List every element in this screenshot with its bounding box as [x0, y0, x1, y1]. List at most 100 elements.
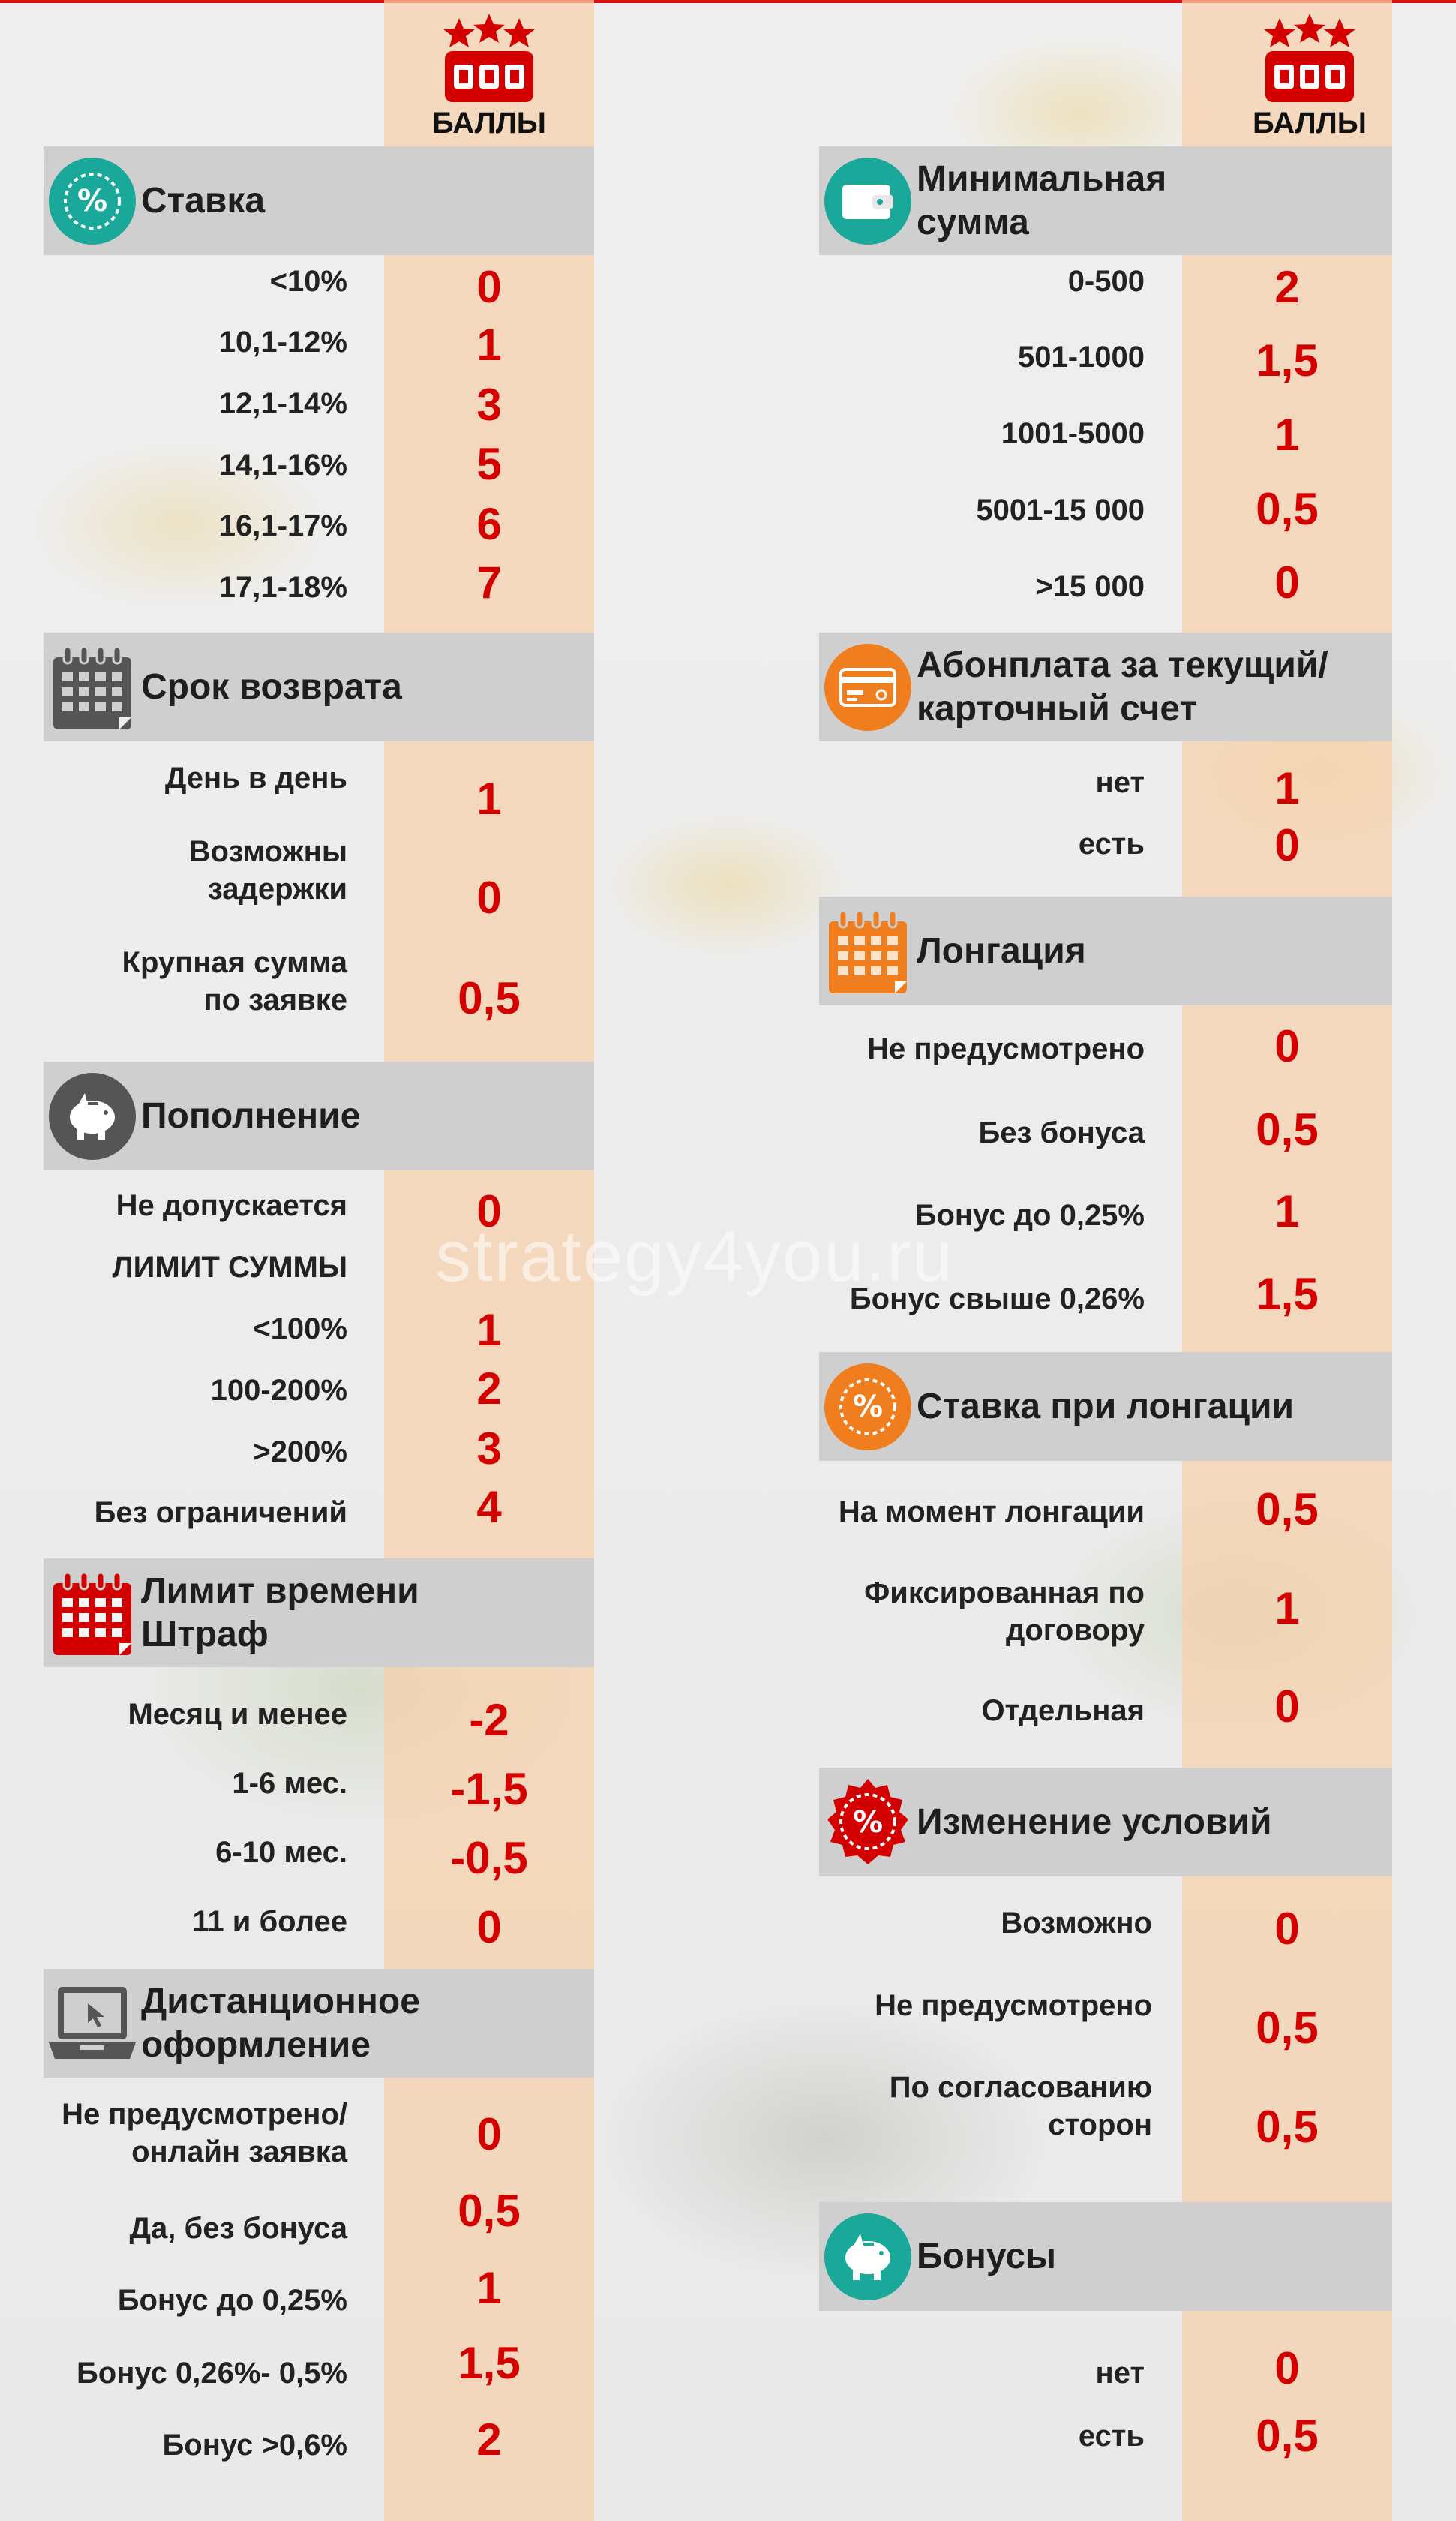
section-stavka-long: % Ставка при лонгации — [819, 1352, 1392, 1461]
calendar-icon — [53, 1571, 131, 1655]
row-score: 3 — [476, 380, 502, 430]
row-score: 1 — [476, 320, 502, 370]
row-label: 0-500 — [1067, 265, 1145, 298]
row-label: нет — [1095, 2357, 1145, 2390]
row-score: 0,5 — [458, 973, 521, 1023]
row-score: 2 — [476, 1363, 502, 1414]
row-label: Бонус до 0,25% — [117, 2284, 347, 2317]
row-label: 6-10 мес. — [215, 1836, 347, 1869]
row-label: ЛИМИТ СУММЫ — [112, 1251, 347, 1284]
percent-badge-icon: % — [827, 1778, 908, 1864]
row-label: Без бонуса — [978, 1116, 1145, 1149]
row-label: <100% — [253, 1312, 347, 1345]
right-points-header: БАЛЛЫ — [1223, 14, 1396, 140]
section-title: Лимит времени Штраф — [141, 1570, 419, 1654]
row-label: нет — [1095, 766, 1145, 799]
calendar-icon — [53, 645, 131, 729]
row-score: 1 — [476, 774, 502, 824]
row-score: 3 — [476, 1423, 502, 1474]
row-score: 5 — [476, 439, 502, 489]
section-title: Ставка при лонгации — [917, 1386, 1294, 1426]
piggy-bank-icon — [824, 2213, 911, 2300]
row-label: 1001-5000 — [1001, 417, 1145, 450]
row-score: -1,5 — [450, 1764, 528, 1814]
row-label: День в день — [164, 762, 347, 795]
row-score: 0 — [476, 262, 502, 312]
row-label: 10,1-12% — [218, 326, 347, 359]
row-score: 4 — [476, 1482, 502, 1532]
row-label: Бонус 0,26%- 0,5% — [77, 2357, 347, 2390]
row-score: 1,5 — [458, 2338, 521, 2388]
section-title: Дистанционное оформление — [141, 1981, 420, 2065]
row-score: 0 — [476, 1902, 502, 1952]
row-score: 1,5 — [1256, 1269, 1319, 1319]
row-label: 14,1-16% — [218, 449, 347, 482]
row-label: Не допускается — [116, 1189, 347, 1222]
row-score: 0 — [476, 873, 502, 923]
row-label: 5001-15 000 — [976, 494, 1145, 527]
section-title: Изменение условий — [917, 1801, 1272, 1842]
row-label: 1-6 мес. — [232, 1767, 347, 1800]
row-label: >200% — [253, 1435, 347, 1468]
row-score: 0,5 — [1256, 1104, 1319, 1155]
row-score: 0 — [1274, 1904, 1300, 1954]
row-label: 12,1-14% — [218, 387, 347, 420]
row-score: 0 — [1274, 557, 1300, 608]
left-score-column — [384, 0, 594, 2521]
row-label: >15 000 — [1035, 570, 1145, 603]
row-label: Возможно — [1001, 1907, 1152, 1940]
section-srok: Срок возврата — [44, 633, 594, 741]
row-label: 100-200% — [210, 1374, 347, 1407]
row-score: 0,5 — [1256, 2102, 1319, 2152]
row-label: Да, без бонуса — [129, 2212, 347, 2245]
row-score: 0 — [1274, 1681, 1300, 1732]
right-score-column — [1182, 0, 1392, 2521]
row-label: 11 и более — [192, 1905, 347, 1938]
row-score: 6 — [476, 499, 502, 549]
row-score: 2 — [1274, 262, 1300, 312]
section-min-sum: Минимальная сумма — [819, 146, 1392, 255]
row-label: Месяц и менее — [128, 1698, 347, 1731]
row-score: 0,5 — [1256, 2411, 1319, 2461]
score-stars-icon — [1264, 14, 1355, 102]
points-label: БАЛЛЫ — [1253, 107, 1367, 140]
row-label: По согласованию сторон — [889, 2071, 1152, 2141]
wallet-icon — [824, 157, 911, 245]
row-score: 0,5 — [1256, 484, 1319, 534]
section-longacia: Лонгация — [819, 897, 1392, 1005]
row-score: 0 — [1274, 820, 1300, 870]
section-title: Минимальная сумма — [917, 158, 1167, 242]
percent-icon: % — [824, 1363, 911, 1450]
row-label: 501-1000 — [1017, 341, 1145, 374]
row-label: Не предусмотрено — [875, 1989, 1152, 2022]
left-points-header: БАЛЛЫ — [403, 14, 575, 140]
row-score: 1 — [1274, 1186, 1300, 1236]
row-label: <10% — [269, 265, 347, 298]
row-label: 16,1-17% — [218, 509, 347, 542]
row-label: Бонус >0,6% — [162, 2429, 347, 2462]
section-title: Срок возврата — [141, 666, 402, 707]
row-score: 1 — [476, 2263, 502, 2313]
section-title: Бонусы — [917, 2236, 1056, 2276]
row-label: Не предусмотрено — [867, 1032, 1145, 1065]
row-score: 1 — [476, 1305, 502, 1355]
row-score: 0,5 — [1256, 1484, 1319, 1534]
section-title: Лонгация — [917, 930, 1086, 971]
svg-text:%: % — [77, 184, 107, 218]
section-popolnenie: Пополнение — [44, 1062, 594, 1170]
row-score: 2 — [476, 2414, 502, 2465]
calendar-icon — [829, 909, 907, 993]
row-score: 1 — [1274, 763, 1300, 813]
row-label: есть — [1078, 828, 1145, 861]
row-score: 0 — [1274, 1021, 1300, 1071]
row-label: На момент лонгации — [838, 1495, 1145, 1528]
row-label: 17,1-18% — [218, 571, 347, 604]
row-label: Не предусмотрено/ онлайн заявка — [62, 2098, 347, 2168]
section-stavka: % Ставка — [44, 146, 594, 255]
section-title: Абонплата за текущий/ карточный счет — [917, 645, 1328, 729]
row-label: Отдельная — [981, 1694, 1145, 1727]
section-abonplata: Абонплата за текущий/ карточный счет — [819, 633, 1392, 741]
row-score: 0 — [476, 1186, 502, 1236]
row-score: 0 — [1274, 2343, 1300, 2393]
section-bonusy: Бонусы — [819, 2202, 1392, 2311]
